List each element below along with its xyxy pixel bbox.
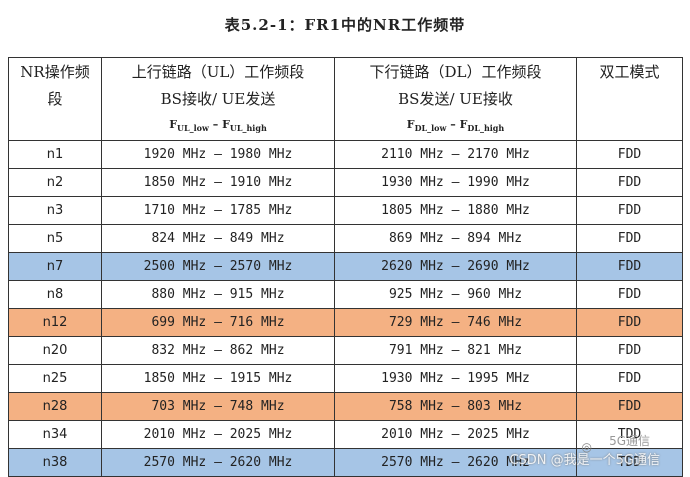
header-duplex: 双工模式 [576,56,683,142]
table-row: n3 1710 MHz – 1785 MHz 1805 MHz – 1880 MHz… [8,196,683,226]
cell-band: n7 [8,252,102,282]
cell-dl: 1930 MHz – 1990 MHz [334,168,577,198]
cell-mode: FDD [576,308,683,338]
table-title: 表5.2-1：FR1中的NR工作频带 [224,16,466,34]
cell-ul: 832 MHz – 862 MHz [101,336,335,366]
header-uplink-line2: BS接收/ UE发送 [160,90,276,108]
cell-ul: 1710 MHz – 1785 MHz [101,196,335,226]
header-downlink-line2: BS发送/ UE接收 [398,90,513,108]
header-downlink: 下行链路（DL）工作频段 BS发送/ UE接收 FDL_low – FDL_hi… [334,56,577,142]
table-row: n12 699 MHz – 716 MHz 729 MHz – 746 MHz FDD [8,308,683,338]
watermark-text: CSDN @我是一个5G通信 [509,453,660,468]
cell-mode: TDD [576,420,683,450]
cell-dl: 2010 MHz – 2025 MHz [334,420,577,450]
cell-mode: FDD [576,196,683,226]
cell-band: n8 [8,280,102,310]
table-header-row: NR操作频 段 上行链路（UL）工作频段 BS接收/ UE发送 FUL_low … [8,56,683,142]
cell-ul: 880 MHz – 915 MHz [101,280,335,310]
header-downlink-line1: 下行链路（DL）工作频段 [369,63,542,81]
cell-mode: FDD [576,280,683,310]
cell-ul: 824 MHz – 849 MHz [101,224,335,254]
header-band-line2: 段 [47,90,63,108]
table-row: n25 1850 MHz – 1915 MHz 1930 MHz – 1995 MH… [8,364,683,394]
cell-band: n25 [8,364,102,394]
table-row: n7 2500 MHz – 2570 MHz 2620 MHz – 2690 MHz… [8,252,683,282]
watermark-brand: 5G通信 [609,434,650,448]
cell-mode: FDD [576,392,683,422]
table-row: n38 2570 MHz – 2620 MHz 2570 MHz – 2620 MH… [8,448,683,477]
cell-ul: 1850 MHz – 1915 MHz [101,364,335,394]
cell-mode: FDD [576,336,683,366]
cell-dl: 2570 MHz – 2620 MHz [334,448,577,477]
cell-mode: FDD [576,252,683,282]
header-band: NR操作频 段 [8,56,102,142]
cell-band: n1 [8,140,102,170]
header-uplink-line1: 上行链路（UL）工作频段 [131,63,305,81]
cell-dl: 869 MHz – 894 MHz [334,224,577,254]
cell-dl: 758 MHz – 803 MHz [334,392,577,422]
cell-dl: 2620 MHz – 2690 MHz [334,252,577,282]
table-row: n5 824 MHz – 849 MHz 869 MHz – 894 MHz FDD [8,224,683,254]
table-row: n34 2010 MHz – 2025 MHz 2010 MHz – 2025 MH… [8,420,683,450]
cell-ul: 703 MHz – 748 MHz [101,392,335,422]
cell-band: n28 [8,392,102,422]
cell-ul: 699 MHz – 716 MHz [101,308,335,338]
table-row: n1 1920 MHz – 1980 MHz 2110 MHz – 2170 MHz… [8,140,683,170]
cell-dl: 1805 MHz – 1880 MHz [334,196,577,226]
cell-dl: 925 MHz – 960 MHz [334,280,577,310]
header-duplex-label: 双工模式 [599,63,660,81]
table-row: n2 1850 MHz – 1910 MHz 1930 MHz – 1990 MHz… [8,168,683,198]
header-band-line1: NR操作频 [20,63,90,81]
cell-ul: 2010 MHz – 2025 MHz [101,420,335,450]
table-row: n8 880 MHz – 915 MHz 925 MHz – 960 MHz FDD [8,280,683,310]
header-uplink-formula: FUL_low – FUL_high [169,118,267,134]
cell-mode: TDD [576,448,683,477]
table-row: n28 703 MHz – 748 MHz 758 MHz – 803 MHz FDD [8,392,683,422]
cell-dl: 791 MHz – 821 MHz [334,336,577,366]
cell-band: n3 [8,196,102,226]
cell-band: n34 [8,420,102,450]
cell-mode: FDD [576,168,683,198]
cell-ul: 1920 MHz – 1980 MHz [101,140,335,170]
cell-mode: FDD [576,364,683,394]
cell-band: n12 [8,308,102,338]
cell-band: n5 [8,224,102,254]
wechat-logo-icon: ◎ [581,440,592,454]
table-row: n20 832 MHz – 862 MHz 791 MHz – 821 MHz FDD [8,336,683,366]
cell-dl: 729 MHz – 746 MHz [334,308,577,338]
cell-dl: 2110 MHz – 2170 MHz [334,140,577,170]
cell-mode: FDD [576,224,683,254]
cell-ul: 1850 MHz – 1910 MHz [101,168,335,198]
header-downlink-formula: FDL_low – FDL_high [406,118,505,134]
header-uplink: 上行链路（UL）工作频段 BS接收/ UE发送 FUL_low – FUL_hi… [101,56,335,142]
cell-band: n2 [8,168,102,198]
nr-band-table: NR操作频 段 上行链路（UL）工作频段 BS接收/ UE发送 FUL_low … [8,56,683,477]
cell-dl: 1930 MHz – 1995 MHz [334,364,577,394]
cell-band: n20 [8,336,102,366]
cell-mode: FDD [576,140,683,170]
cell-ul: 2500 MHz – 2570 MHz [101,252,335,282]
cell-band: n38 [8,448,102,477]
cell-ul: 2570 MHz – 2620 MHz [101,448,335,477]
